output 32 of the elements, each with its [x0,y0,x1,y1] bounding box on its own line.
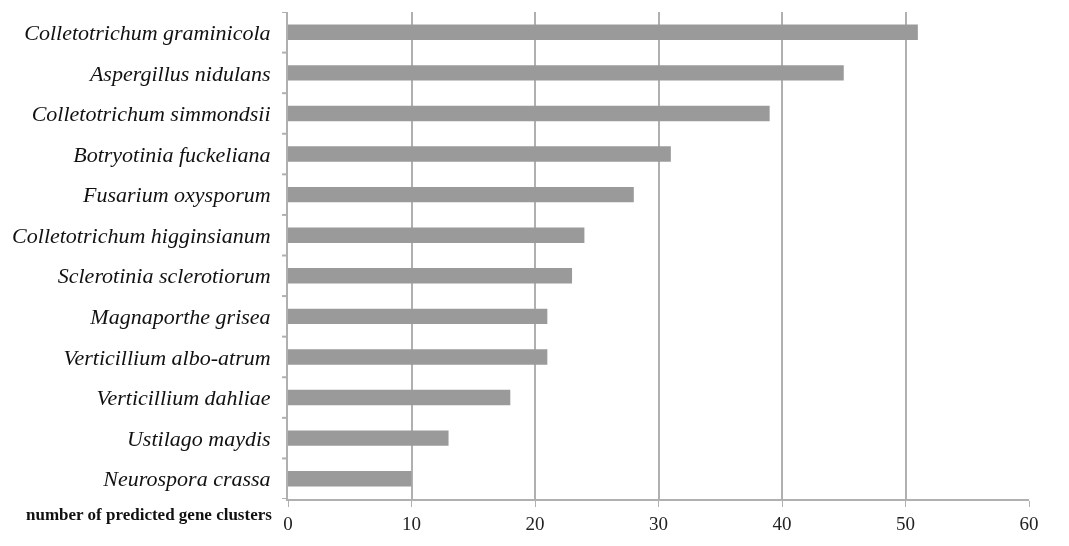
y-tick-label: Botryotinia fuckeliana [73,141,271,167]
bar [288,146,671,162]
x-tick-label: 30 [649,512,668,534]
y-tick-label: Ustilago maydis [126,425,271,451]
bar [288,65,844,81]
x-tick-label: 10 [402,512,421,534]
bar [288,349,548,365]
y-tick-label: Verticillium albo-atrum [63,344,271,370]
y-tick-label: Colletotrichum higginsianum [12,222,271,248]
x-tick-label: 50 [896,512,915,534]
bar [288,389,511,406]
x-axis-title: number of predicted gene clusters [26,505,273,524]
y-tick-label: Sclerotinia sclerotiorum [57,263,271,289]
x-tick-label: 40 [772,512,792,534]
bar [288,24,918,40]
x-tick-label: 60 [1019,512,1039,534]
bar [288,268,573,284]
bar [288,430,449,446]
bar [288,471,412,487]
y-tick-label: Fusarium oxysporum [81,182,271,208]
y-tick-label: Colletotrichum simmondsii [31,101,271,127]
y-tick-label: Colletotrichum graminicola [24,19,271,45]
x-tick-label: 0 [283,512,293,534]
y-tick-label: Neurospora crassa [102,466,271,492]
bar [288,186,634,203]
bar [288,308,548,325]
x-tick-label: 20 [525,512,545,534]
y-tick-label: Aspergillus nidulans [87,60,271,86]
bar [288,227,585,243]
y-tick-label: Magnaporthe grisea [89,304,271,330]
y-tick-label: Verticillium dahliae [96,385,271,411]
bar [288,105,770,122]
